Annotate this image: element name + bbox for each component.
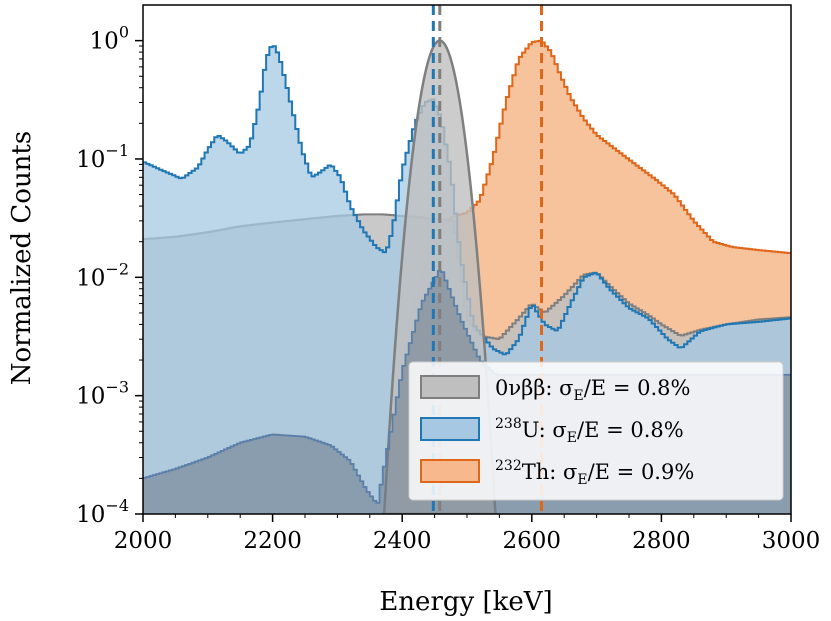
- legend-swatch: [420, 459, 480, 483]
- y-tick-label: 10−3: [76, 378, 129, 410]
- legend: 0νββ: σE/E = 0.8% 238U: σE/E = 0.8% 232Th:…: [408, 361, 784, 501]
- y-tick-label: 10−1: [76, 141, 129, 173]
- x-axis-label: Energy [keV]: [379, 587, 552, 617]
- x-tick-label: 3000: [762, 528, 821, 554]
- y-axis-label: Normalized Counts: [7, 131, 37, 385]
- x-tick-label: 2800: [632, 528, 691, 554]
- y-tick-label: 10−2: [76, 259, 129, 291]
- legend-swatch: [420, 417, 480, 441]
- y-axis: 10−4 10−3 10−2 10−1 100: [76, 23, 143, 528]
- legend-swatch: [420, 375, 480, 399]
- legend-box: [408, 361, 784, 501]
- y-tick-label: 100: [90, 23, 129, 55]
- x-tick-label: 2200: [243, 528, 302, 554]
- x-axis: 2000 2200 2400 2600 2800 3000: [114, 514, 821, 554]
- legend-entry: 238U: σE/E = 0.8%: [495, 416, 684, 446]
- y-tick-label: 10−4: [76, 496, 129, 528]
- x-tick-label: 2600: [503, 528, 562, 554]
- legend-entry: 232Th: σE/E = 0.9%: [495, 458, 694, 488]
- x-tick-label: 2000: [114, 528, 173, 554]
- legend-entry: 0νββ: σE/E = 0.8%: [495, 376, 690, 404]
- x-tick-label: 2400: [373, 528, 432, 554]
